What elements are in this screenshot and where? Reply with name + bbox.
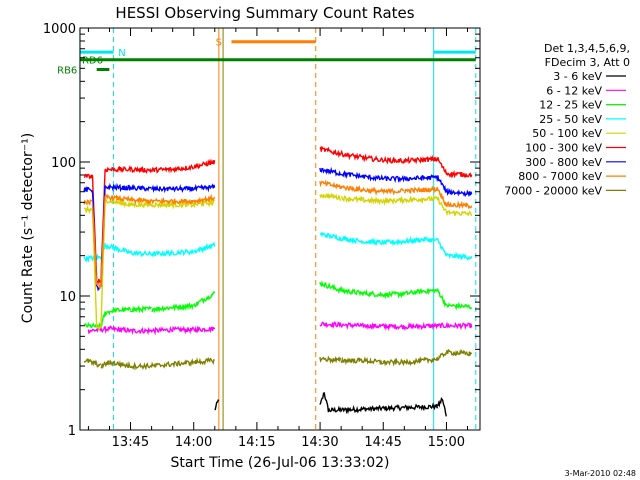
x-tick-label: 14:15 [238,435,275,450]
y-tick-label: 100 [51,156,76,171]
footer-date: 3-Mar-2010 02:48 [565,469,636,478]
legend-entry: 3 - 6 keV [553,70,602,83]
series-line [83,145,473,284]
axes: 13:45 14:00 14:15 14:30 14:45 15:00 1 10 100 1000 [43,22,481,450]
plot-area [79,28,477,430]
y-axis-label: Count Rate (s⁻¹ detector⁻¹) [20,133,36,323]
legend-header: FDecim 3, Att 0 [545,56,630,69]
legend-header: Det 1,3,4,5,6,9, [544,42,630,55]
series-line [83,231,473,263]
legend-entry: 300 - 800 keV [525,156,602,169]
series-line [83,348,473,371]
legend-entry: 7000 - 20000 keV [504,184,602,197]
series-layer [83,145,473,417]
series-line [84,192,473,331]
series-line [87,321,473,336]
flag-label: S [216,38,222,49]
series-line [83,166,473,292]
legend-entry: 100 - 300 keV [525,142,602,155]
x-tick-label: 14:30 [301,435,338,450]
plot-frame [79,27,481,431]
x-tick-label: 14:45 [364,435,401,450]
x-tick-label: 13:45 [112,435,149,450]
series-line [83,179,473,290]
legend-entry: 25 - 50 keV [539,113,602,126]
series-line [214,392,447,417]
legend-entry: 800 - 7000 keV [518,170,602,183]
flag-label: RD6 [82,56,103,67]
legend-entry: 50 - 100 keV [532,127,602,140]
legend: Det 1,3,4,5,6,9,FDecim 3, Att 03 - 6 keV… [504,42,630,197]
x-tick-label: 15:00 [428,435,465,450]
flag-label: N [118,48,125,59]
y-tick-label: 1000 [43,22,76,37]
y-tick-label: 1 [68,424,76,439]
y-tick-label: 10 [59,290,76,305]
flag-label: RB6 [57,66,77,77]
chart-title: HESSI Observing Summary Count Rates [115,4,414,22]
legend-entry: 12 - 25 keV [539,99,602,112]
legend-entry: 6 - 12 keV [546,84,602,97]
x-axis-label: Start Time (26-Jul-06 13:33:02) [170,455,389,471]
x-tick-label: 14:00 [175,435,212,450]
flag-bars: N RD6 RB6 S [57,38,476,77]
series-line [83,279,473,331]
